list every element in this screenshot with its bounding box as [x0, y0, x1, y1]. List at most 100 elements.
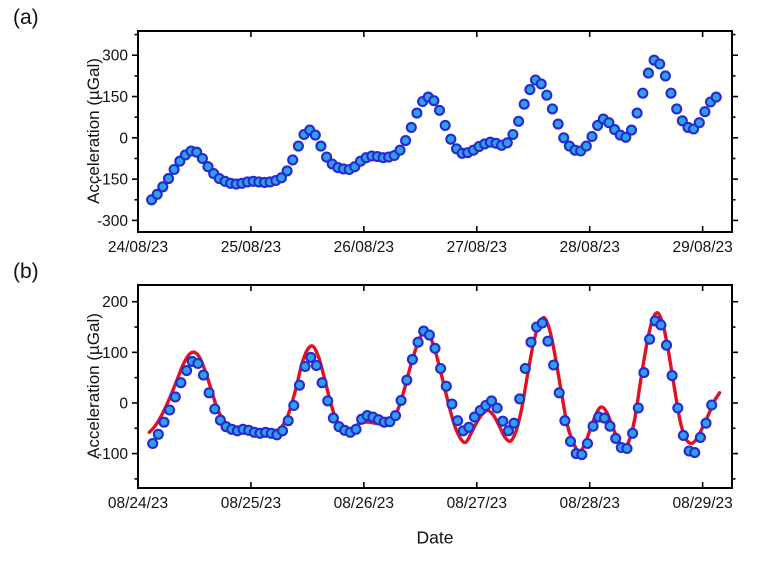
- data-point: [546, 103, 558, 115]
- observed-acceleration-points: [146, 54, 722, 206]
- data-point: [147, 437, 159, 450]
- x-axis-title: Date: [416, 527, 454, 548]
- data-point: [666, 370, 678, 382]
- data-point: [196, 152, 208, 165]
- data-point: [310, 359, 322, 372]
- data-point: [181, 365, 193, 377]
- data-point: [552, 118, 564, 130]
- data-point: [281, 165, 293, 177]
- data-point: [689, 447, 701, 459]
- data-point: [632, 402, 644, 414]
- data-point: [558, 132, 570, 144]
- data-point: [389, 410, 402, 422]
- panel-a: 300 150 0 -150 -300 24/08/23 25/08/23 26/08/23 2…: [97, 30, 738, 256]
- data-point: [693, 117, 705, 129]
- data-point: [209, 403, 221, 415]
- data-point: [514, 393, 526, 405]
- data-point: [507, 128, 519, 141]
- data-point: [660, 339, 673, 351]
- data-point: [423, 329, 435, 341]
- data-point: [406, 353, 418, 365]
- data-point: [548, 359, 560, 371]
- tick-label: 26/08/23: [334, 239, 394, 256]
- data-point: [299, 360, 311, 373]
- data-point: [508, 417, 520, 429]
- data-point: [439, 119, 451, 131]
- data-point: [542, 335, 554, 347]
- data-point: [501, 137, 513, 149]
- data-point: [463, 421, 475, 433]
- data-point: [665, 87, 677, 99]
- data-point: [518, 98, 530, 110]
- tick-label: 29/08/23: [672, 239, 732, 256]
- data-point: [322, 395, 334, 407]
- data-point: [158, 416, 170, 428]
- data-point: [175, 377, 187, 389]
- tick-label: -300: [97, 213, 128, 230]
- data-point: [292, 140, 304, 152]
- data-point: [638, 367, 650, 379]
- data-point: [428, 95, 440, 107]
- data-point: [620, 131, 632, 143]
- data-point: [644, 333, 656, 345]
- panel-b-ticks: [132, 285, 738, 488]
- tick-label: -150: [97, 172, 128, 189]
- data-point: [321, 151, 333, 163]
- data-point: [621, 442, 633, 455]
- data-point: [604, 420, 616, 432]
- tick-label: 08/29/23: [672, 495, 732, 512]
- data-point: [491, 402, 503, 414]
- data-point: [699, 106, 711, 118]
- observed-acceleration-points: [147, 315, 718, 461]
- data-point: [603, 117, 615, 129]
- data-point: [411, 107, 423, 119]
- data-point: [587, 420, 599, 432]
- data-point: [400, 135, 412, 147]
- data-point: [564, 435, 577, 447]
- data-point: [524, 84, 536, 96]
- data-point: [203, 387, 215, 399]
- panel-a-axes-box: [137, 30, 733, 233]
- data-point: [394, 144, 406, 156]
- data-point: [275, 172, 287, 184]
- data-point: [627, 427, 639, 439]
- data-point: [162, 173, 175, 185]
- data-point: [485, 395, 498, 407]
- tick-label: 0: [119, 395, 128, 412]
- data-point: [525, 336, 537, 348]
- data-point: [202, 161, 214, 173]
- panel-b-data: [147, 311, 722, 461]
- data-point: [164, 404, 176, 416]
- data-point: [276, 425, 289, 437]
- tick-label: 08/27/23: [447, 495, 507, 512]
- data-point: [580, 140, 592, 152]
- panel-b-axes-box: [137, 284, 733, 489]
- data-point: [631, 107, 643, 119]
- tick-label: 08/24/23: [108, 495, 168, 512]
- data-point: [197, 369, 210, 381]
- data-point: [446, 398, 458, 410]
- tick-label: 100: [102, 345, 128, 362]
- panel-a-ticks: [132, 31, 738, 232]
- data-point: [671, 103, 683, 115]
- data-point: [654, 58, 666, 70]
- data-point: [541, 89, 553, 101]
- data-point: [659, 70, 671, 82]
- data-point: [316, 377, 328, 389]
- data-point: [576, 449, 588, 461]
- data-point: [405, 121, 417, 133]
- data-point: [293, 379, 306, 391]
- panel-b-y-axis-title: Acceleration (µGal): [84, 313, 103, 459]
- data-point: [157, 181, 169, 193]
- tick-label: 150: [102, 89, 128, 106]
- data-point: [445, 133, 457, 145]
- tick-label: 200: [102, 294, 128, 311]
- tick-label: 08/28/23: [560, 495, 620, 512]
- panel-a-data: [146, 54, 722, 206]
- data-point: [710, 91, 722, 103]
- data-point: [610, 432, 622, 444]
- data-point: [309, 129, 321, 141]
- panel-b: 200 100 0 -100 08/24/23 08/25/23 08/26/23 08/27…: [97, 284, 738, 512]
- data-point: [401, 374, 413, 386]
